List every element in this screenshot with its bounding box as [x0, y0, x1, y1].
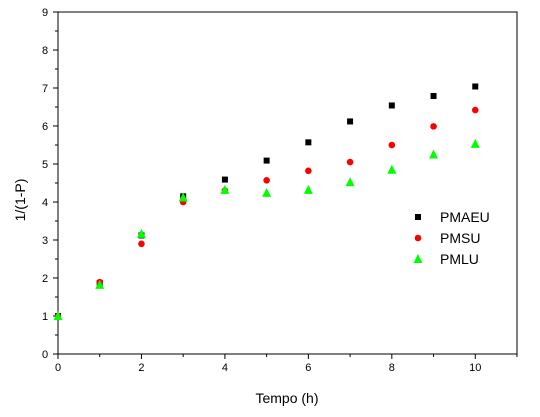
- legend-label-pmlu: PMLU: [440, 251, 479, 267]
- y-tick-label: 9: [42, 7, 48, 19]
- axes: 0 2 4 6 8 10 0 1 2 3 4 5 6 7 8 9: [42, 7, 518, 374]
- pmaeu-point: [472, 83, 479, 90]
- y-tick-label: 1: [42, 311, 48, 323]
- y-tick-label: 5: [42, 159, 48, 171]
- pmsu-point: [430, 123, 437, 130]
- legend-marker-pmaeu: [415, 214, 421, 220]
- x-tick-label: 8: [389, 362, 395, 374]
- series-pmlu: [53, 138, 480, 320]
- pmsu-point: [388, 141, 396, 149]
- y-tick-label: 7: [42, 83, 48, 95]
- pmlu-point: [387, 164, 397, 174]
- pmsu-point: [346, 158, 354, 166]
- legend-label-pmsu: PMSU: [440, 230, 480, 246]
- pmlu-point: [53, 311, 63, 320]
- pmlu-point: [345, 177, 355, 187]
- legend: PMAEU PMSU PMLU: [413, 209, 490, 267]
- plot-frame: [57, 11, 518, 355]
- pmlu-point: [136, 228, 146, 238]
- pmlu-point: [220, 184, 230, 194]
- series-pmsu: [54, 106, 479, 320]
- pmlu-point: [303, 184, 313, 194]
- x-axis-title: Tempo (h): [255, 390, 318, 406]
- pmaeu-point: [263, 157, 270, 164]
- pmaeu-point: [221, 176, 228, 183]
- pmlu-point: [178, 192, 188, 202]
- pmaeu-point: [305, 139, 312, 146]
- y-tick-label: 4: [42, 197, 48, 209]
- x-tick-label: 4: [222, 362, 228, 374]
- y-tick-label: 0: [42, 349, 48, 361]
- pmlu-point: [262, 187, 272, 197]
- pmsu-point: [305, 167, 312, 175]
- pmsu-point: [471, 106, 479, 114]
- y-tick-label: 8: [42, 45, 48, 57]
- pmlu-point: [95, 279, 105, 289]
- y-tick-label: 2: [42, 273, 48, 285]
- pmaeu-point: [347, 118, 354, 125]
- y-axis-title: 1/(1-P): [12, 179, 28, 222]
- legend-marker-pmlu: [413, 254, 423, 263]
- pmaeu-point: [388, 102, 395, 109]
- legend-label-pmaeu: PMAEU: [440, 209, 490, 225]
- x-tick-label: 2: [138, 362, 144, 374]
- y-tick-label: 6: [42, 121, 48, 133]
- data-points: [53, 83, 480, 320]
- pmsu-point: [138, 240, 145, 248]
- pmlu-point: [470, 138, 480, 148]
- pmlu-point: [429, 149, 439, 159]
- pmaeu-point: [430, 92, 437, 99]
- series-pmaeu: [55, 83, 479, 319]
- x-tick-label: 0: [55, 362, 61, 374]
- legend-marker-pmsu: [414, 234, 422, 242]
- x-tick-label: 10: [469, 362, 481, 374]
- x-tick-label: 6: [305, 362, 311, 374]
- y-tick-label: 3: [42, 235, 48, 247]
- pmsu-point: [263, 177, 270, 184]
